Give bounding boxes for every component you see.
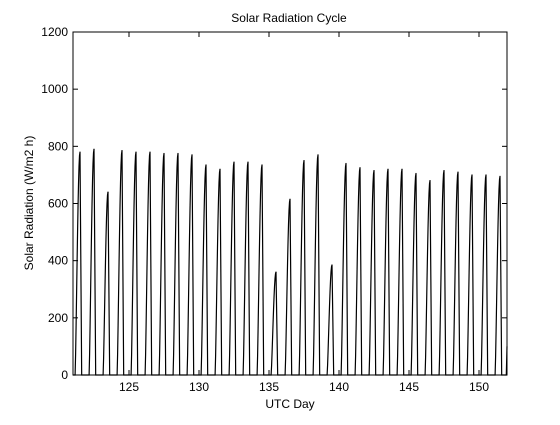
daily-peaks — [79, 148, 501, 273]
series-line — [73, 149, 508, 376]
daily-peak-point — [429, 180, 431, 182]
daily-peak-point — [303, 160, 305, 162]
daily-peak-point — [177, 152, 179, 155]
chart-title: Solar Radiation Cycle — [231, 11, 347, 25]
daily-peak-point — [205, 164, 207, 166]
daily-peak-point — [471, 174, 473, 176]
daily-peak-point — [275, 271, 277, 273]
x-tick-label: 130 — [189, 380, 209, 394]
daily-peak-point — [135, 151, 137, 153]
daily-peak-point — [107, 191, 109, 193]
daily-peak-point — [233, 161, 235, 163]
y-tick-label: 400 — [48, 254, 68, 268]
daily-peak-point — [93, 148, 95, 150]
daily-peak-point — [331, 264, 333, 266]
daily-peak-point — [415, 172, 417, 175]
y-tick-label: 1000 — [41, 82, 68, 96]
y-tick-label: 200 — [48, 311, 68, 325]
y-tick-label: 600 — [48, 197, 68, 211]
daily-peak-point — [121, 150, 123, 152]
x-axis: 125 130 135 140 145 150 — [119, 32, 489, 394]
daily-peak-point — [457, 171, 459, 173]
daily-peak-point — [79, 151, 81, 153]
daily-peak-point — [499, 175, 501, 177]
x-tick-label: 140 — [329, 380, 349, 394]
y-tick-label: 800 — [48, 139, 68, 153]
daily-peak-point — [387, 168, 389, 170]
y-tick-label: 1200 — [41, 25, 68, 39]
daily-peak-point — [373, 170, 375, 172]
x-tick-label: 125 — [119, 380, 139, 394]
daily-peak-point — [345, 162, 347, 165]
daily-peak-point — [247, 161, 249, 163]
daily-peak-point — [401, 168, 403, 170]
y-axis: 0 200 400 600 800 1000 1200 — [41, 25, 507, 382]
daily-peak-point — [261, 164, 263, 166]
daily-peak-point — [485, 174, 487, 176]
x-tick-label: 145 — [399, 380, 419, 394]
daily-peak-point — [317, 154, 319, 156]
x-tick-label: 135 — [259, 380, 279, 394]
daily-peak-point — [149, 151, 151, 153]
y-tick-label: 0 — [61, 368, 68, 382]
x-axis-label: UTC Day — [265, 397, 314, 411]
daily-peak-point — [359, 167, 361, 169]
daily-peak-point — [289, 198, 291, 200]
daily-peak-point — [191, 154, 193, 156]
x-tick-label: 150 — [469, 380, 489, 394]
daily-peak-point — [163, 152, 165, 155]
daily-peak-point — [443, 170, 445, 172]
daily-peak-point — [219, 168, 221, 170]
y-axis-label: Solar Radiation (W/m2 h) — [22, 136, 36, 271]
